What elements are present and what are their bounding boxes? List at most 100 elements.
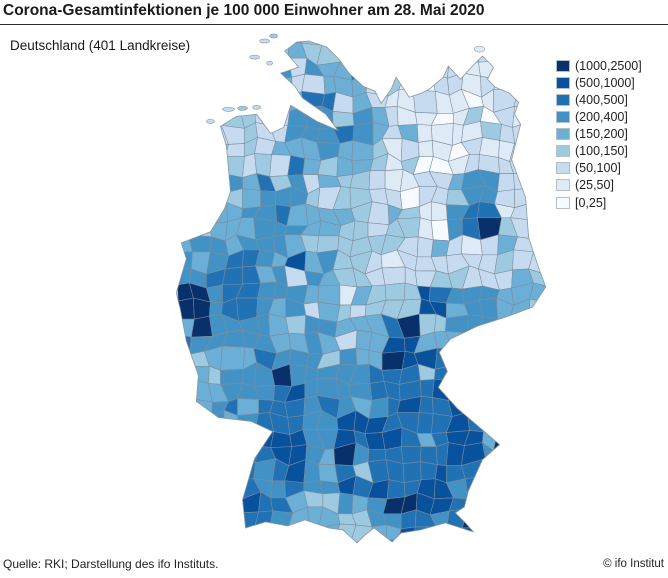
- district-cell: [461, 379, 485, 396]
- district-cell: [541, 159, 546, 177]
- district-cell: [499, 481, 519, 496]
- district-mosaic: [176, 41, 546, 546]
- district-cell: [210, 458, 223, 483]
- district-cell: [483, 411, 499, 432]
- district-cell: [176, 508, 197, 532]
- district-cell: [541, 56, 546, 82]
- district-cell: [542, 446, 546, 466]
- district-cell: [462, 394, 486, 415]
- district-cell: [517, 463, 535, 484]
- district-cell: [257, 281, 278, 300]
- district-cell: [269, 529, 294, 543]
- district-cell: [204, 540, 225, 543]
- district-cell: [268, 76, 294, 98]
- district-cell: [480, 315, 498, 337]
- district-cell: [514, 538, 533, 543]
- district-cell: [187, 222, 212, 238]
- district-cell: [462, 508, 486, 529]
- district-cell: [300, 540, 324, 543]
- district-cell: [228, 58, 245, 82]
- legend-label: (100,150]: [575, 144, 628, 159]
- district-cell: [367, 60, 386, 76]
- district-cell: [370, 524, 388, 543]
- district-cell: [287, 41, 303, 44]
- district-cell: [237, 428, 258, 450]
- district-cell: [241, 41, 262, 45]
- district-cell: [339, 347, 358, 366]
- district-cell: [222, 266, 243, 286]
- district-cell: [513, 172, 534, 190]
- district-cell: [176, 365, 194, 381]
- district-cell: [495, 363, 514, 385]
- district-cell: [430, 201, 448, 222]
- district-cell: [541, 301, 546, 322]
- district-cell: [529, 317, 546, 335]
- district-cell: [205, 43, 229, 64]
- district-cell: [413, 41, 433, 60]
- district-cell: [292, 540, 309, 543]
- district-cell: [401, 56, 420, 77]
- district-cell: [482, 363, 500, 381]
- district-cell: [176, 209, 196, 224]
- district-cell: [479, 137, 500, 158]
- district-cell: [461, 345, 483, 368]
- district-cell: [203, 144, 229, 159]
- district-cell: [225, 78, 245, 94]
- district-cell: [512, 41, 532, 46]
- district-cell: [193, 297, 211, 320]
- district-cell: [510, 445, 535, 467]
- district-cell: [526, 379, 544, 396]
- district-cell: [368, 170, 386, 190]
- district-cell: [541, 320, 546, 335]
- district-cell: [400, 446, 422, 464]
- island: [474, 45, 485, 53]
- district-cell: [398, 41, 420, 49]
- district-cell: [529, 539, 546, 543]
- district-cell: [221, 490, 243, 516]
- district-cell: [527, 426, 544, 448]
- district-cell: [223, 156, 245, 178]
- district-cell: [318, 464, 339, 484]
- district-cell: [350, 541, 373, 543]
- district-cell: [176, 474, 196, 500]
- district-cell: [223, 426, 241, 450]
- district-cell: [510, 361, 534, 385]
- district-cell: [285, 314, 307, 335]
- district-cell: [514, 79, 530, 91]
- district-cell: [176, 88, 194, 114]
- district-cell: [189, 79, 209, 94]
- district-cell: [529, 491, 546, 516]
- district-cell: [319, 480, 341, 495]
- island: [259, 38, 270, 44]
- district-cell: [272, 541, 294, 543]
- district-cell: [543, 413, 546, 431]
- district-cell: [481, 494, 502, 516]
- district-cell: [190, 416, 212, 431]
- district-cell: [206, 188, 227, 207]
- district-cell: [191, 124, 205, 146]
- district-cell: [320, 41, 340, 49]
- district-cell: [176, 540, 195, 543]
- district-cell: [382, 57, 405, 76]
- district-cell: [541, 143, 546, 161]
- district-cell: [419, 379, 435, 398]
- district-cell: [412, 89, 438, 114]
- district-cell: [188, 474, 211, 500]
- district-cell: [380, 42, 403, 64]
- district-cell: [176, 189, 196, 210]
- island: [222, 107, 235, 112]
- district-cell: [221, 458, 244, 480]
- district-cell: [445, 314, 469, 334]
- district-cell: [542, 379, 546, 400]
- district-cell: [176, 493, 197, 516]
- legend-label: (200,400]: [575, 110, 628, 125]
- legend-swatch: [556, 93, 570, 106]
- district-cell: [268, 90, 294, 112]
- district-cell: [479, 378, 502, 401]
- district-cell: [480, 511, 502, 529]
- map-area: [175, 29, 548, 546]
- legend-swatch: [556, 145, 570, 158]
- district-cell: [237, 544, 261, 546]
- district-cell: [494, 538, 515, 543]
- district-cell: [176, 221, 193, 243]
